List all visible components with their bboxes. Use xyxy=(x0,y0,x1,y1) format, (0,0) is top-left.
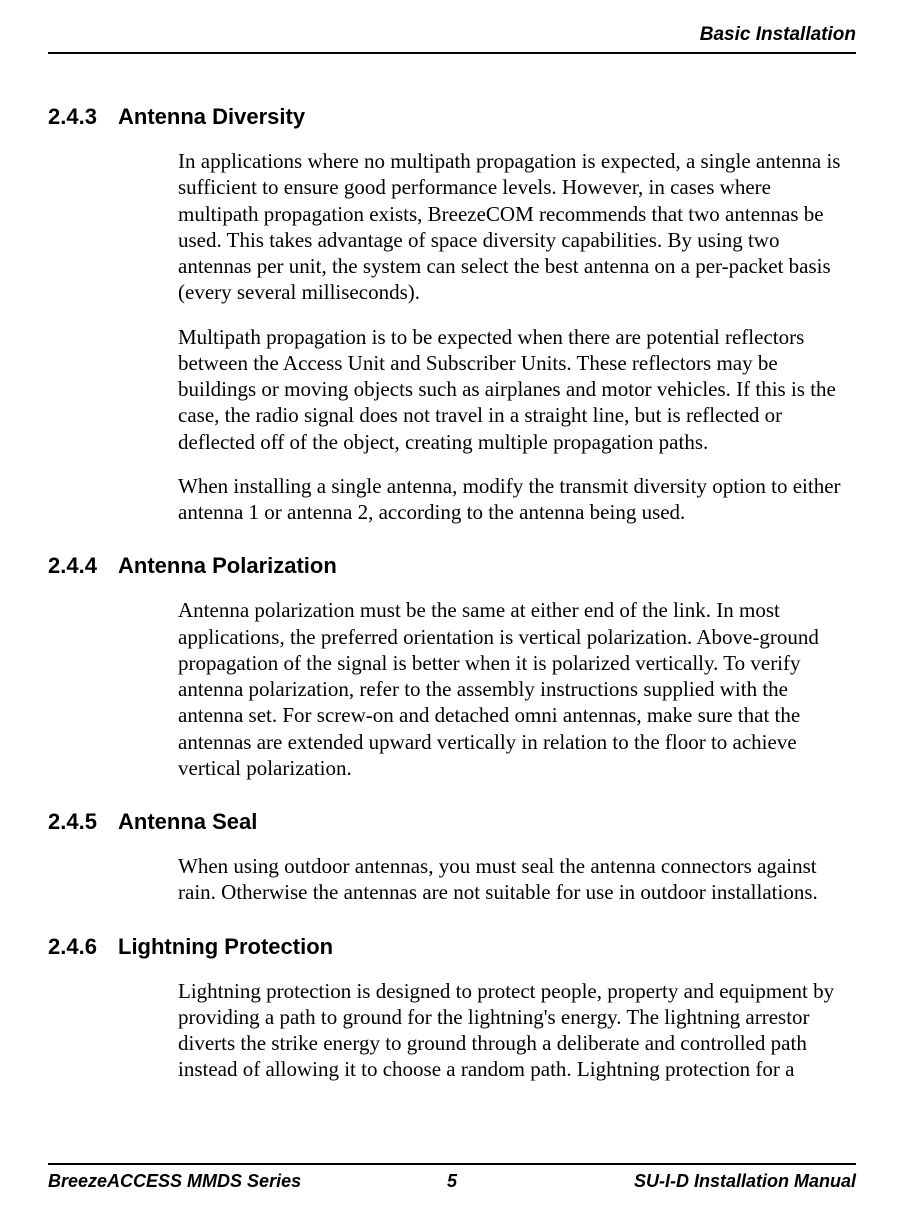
section-title: Lightning Protection xyxy=(118,934,333,959)
footer-left: BreezeACCESS MMDS Series xyxy=(48,1171,301,1192)
section-number: 2.4.5 xyxy=(48,809,118,835)
section-number: 2.4.6 xyxy=(48,934,118,960)
section-title: Antenna Polarization xyxy=(118,553,337,578)
paragraph: Multipath propagation is to be expected … xyxy=(178,324,856,455)
paragraph: Antenna polarization must be the same at… xyxy=(178,597,856,781)
section-title: Antenna Seal xyxy=(118,809,257,834)
footer-page-number: 5 xyxy=(447,1171,457,1192)
paragraph: When using outdoor antennas, you must se… xyxy=(178,853,856,906)
section-heading-antenna-polarization: 2.4.4Antenna Polarization xyxy=(48,553,856,579)
content-area: 2.4.3Antenna Diversity In applications w… xyxy=(48,104,856,1083)
section-number: 2.4.4 xyxy=(48,553,118,579)
paragraph: When installing a single antenna, modify… xyxy=(178,473,856,526)
section-heading-antenna-diversity: 2.4.3Antenna Diversity xyxy=(48,104,856,130)
footer-right: SU-I-D Installation Manual xyxy=(634,1171,856,1192)
section-title: Antenna Diversity xyxy=(118,104,305,129)
paragraph: In applications where no multipath propa… xyxy=(178,148,856,306)
page-header: Basic Installation xyxy=(48,24,856,54)
page-footer: BreezeACCESS MMDS Series 5 SU-I-D Instal… xyxy=(48,1163,856,1192)
paragraph: Lightning protection is designed to prot… xyxy=(178,978,856,1083)
section-heading-lightning-protection: 2.4.6Lightning Protection xyxy=(48,934,856,960)
header-title: Basic Installation xyxy=(700,24,856,46)
section-number: 2.4.3 xyxy=(48,104,118,130)
section-heading-antenna-seal: 2.4.5Antenna Seal xyxy=(48,809,856,835)
